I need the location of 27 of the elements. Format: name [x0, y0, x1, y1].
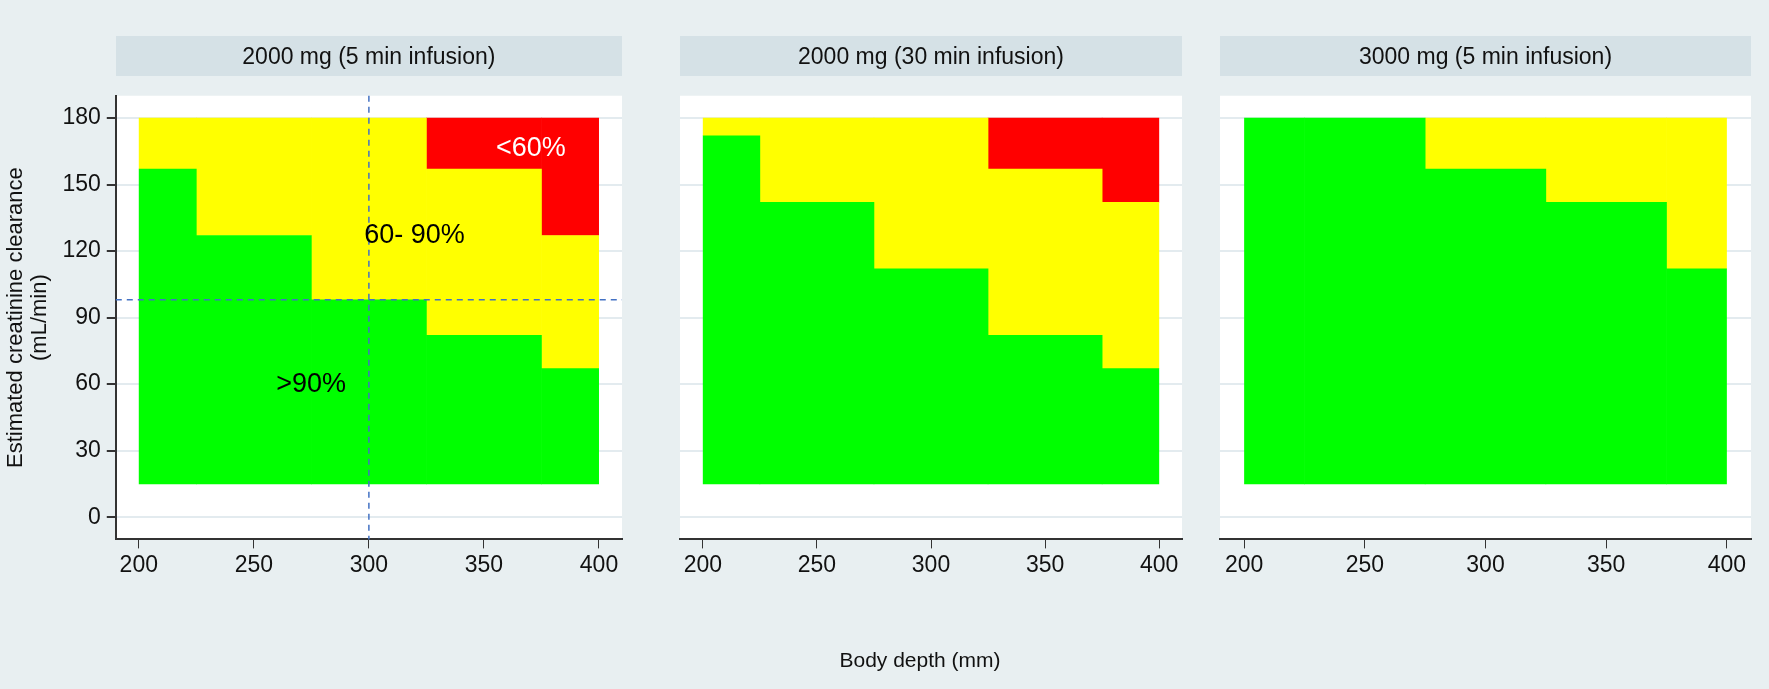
annotation: 60- 90%	[364, 218, 465, 249]
y-tick-label: 30	[75, 436, 101, 463]
x-tick-label: 250	[1345, 550, 1385, 577]
y-tick-label: 120	[62, 236, 101, 263]
x-tick-label: 300	[911, 550, 951, 577]
x-tick-label: 250	[234, 550, 274, 577]
y-tick-label: 90	[75, 302, 101, 329]
y-axis-title: Estimated creatinine clearance (mL/min)	[2, 167, 52, 469]
x-tick-label: 200	[119, 550, 158, 577]
x-tick-label: 200	[683, 550, 723, 577]
y-tick-label: 180	[62, 103, 101, 130]
y-tick-label: 0	[87, 502, 101, 529]
x-tick-label: 300	[349, 550, 389, 577]
annotation: <60%	[495, 132, 566, 163]
annotation: >90%	[276, 367, 347, 398]
x-axis-title: Body depth (mm)	[838, 648, 1002, 672]
x-tick-label: 300	[1466, 550, 1505, 577]
x-tick-label: 400	[1707, 550, 1747, 577]
x-tick-label: 350	[1586, 550, 1626, 577]
x-tick-label: 250	[797, 550, 837, 577]
x-tick-label: 350	[1025, 550, 1065, 577]
y-tick-label: 150	[62, 169, 101, 196]
y-tick-label: 60	[75, 369, 101, 396]
x-tick-label: 400	[579, 550, 619, 577]
x-tick-label: 200	[1224, 550, 1264, 577]
x-tick-label: 350	[464, 550, 504, 577]
x-tick-label: 400	[1139, 550, 1179, 577]
